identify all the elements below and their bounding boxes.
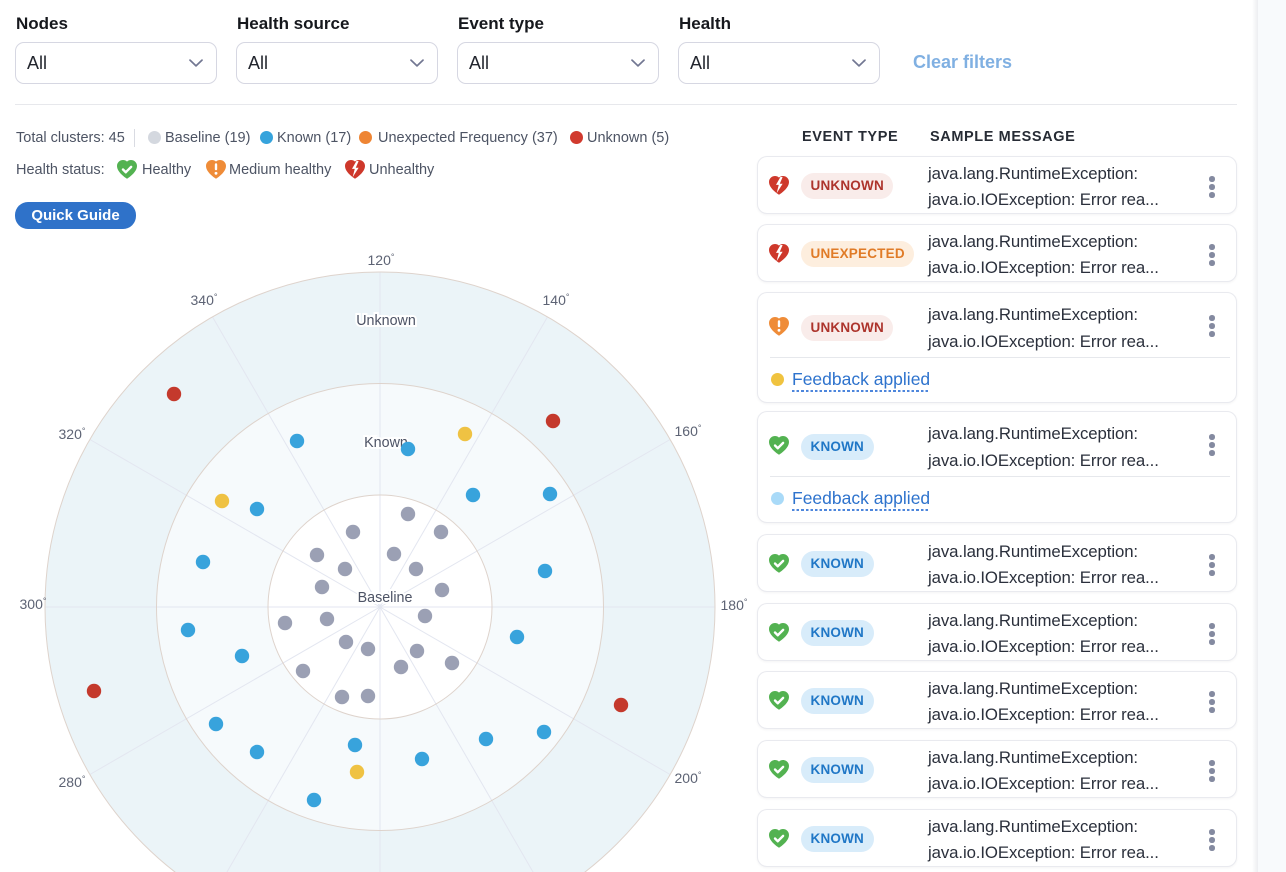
svg-text:180°: 180° — [721, 597, 748, 613]
svg-text:120°: 120° — [368, 252, 395, 268]
svg-text:200°: 200° — [675, 770, 702, 786]
svg-text:Unknown: Unknown — [356, 313, 416, 329]
svg-text:280°: 280° — [59, 774, 86, 790]
svg-text:Known: Known — [364, 435, 408, 451]
svg-text:Baseline: Baseline — [358, 590, 413, 606]
svg-text:340°: 340° — [191, 292, 218, 308]
svg-text:300°: 300° — [20, 596, 47, 612]
svg-text:320°: 320° — [59, 426, 86, 442]
svg-text:140°: 140° — [543, 292, 570, 308]
svg-text:160°: 160° — [675, 423, 702, 439]
